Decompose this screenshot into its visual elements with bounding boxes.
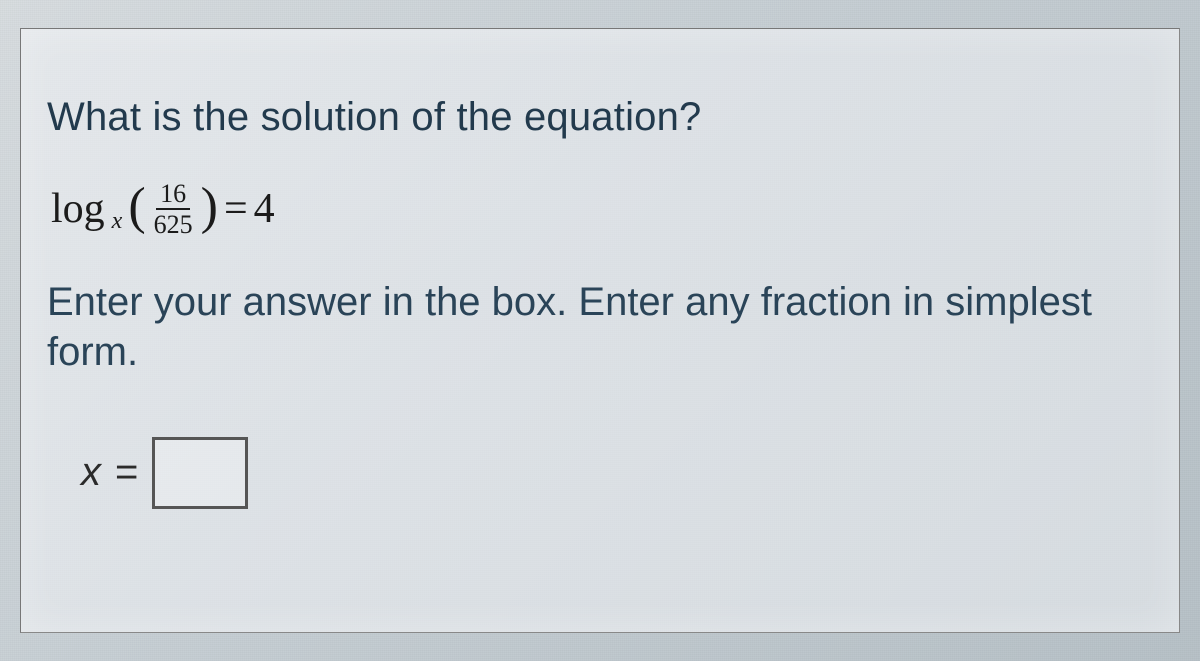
question-panel: What is the solution of the equation? lo… bbox=[20, 28, 1180, 633]
answer-input[interactable] bbox=[152, 437, 248, 509]
equals-sign: = bbox=[224, 185, 248, 233]
log-function: log bbox=[51, 185, 105, 233]
answer-instruction: Enter your answer in the box. Enter any … bbox=[47, 277, 1147, 377]
fraction-numerator: 16 bbox=[156, 180, 190, 210]
rhs-value: 4 bbox=[254, 185, 275, 233]
answer-equals: = bbox=[115, 450, 138, 495]
answer-variable: x bbox=[81, 450, 101, 495]
log-base: x bbox=[112, 208, 123, 235]
fraction-denominator: 625 bbox=[154, 210, 193, 238]
equation: logx ( 16 625 ) = 4 bbox=[51, 180, 1147, 239]
question-prompt: What is the solution of the equation? bbox=[47, 95, 1147, 140]
answer-row: x = bbox=[81, 437, 1147, 509]
fraction: 16 625 bbox=[154, 180, 193, 239]
